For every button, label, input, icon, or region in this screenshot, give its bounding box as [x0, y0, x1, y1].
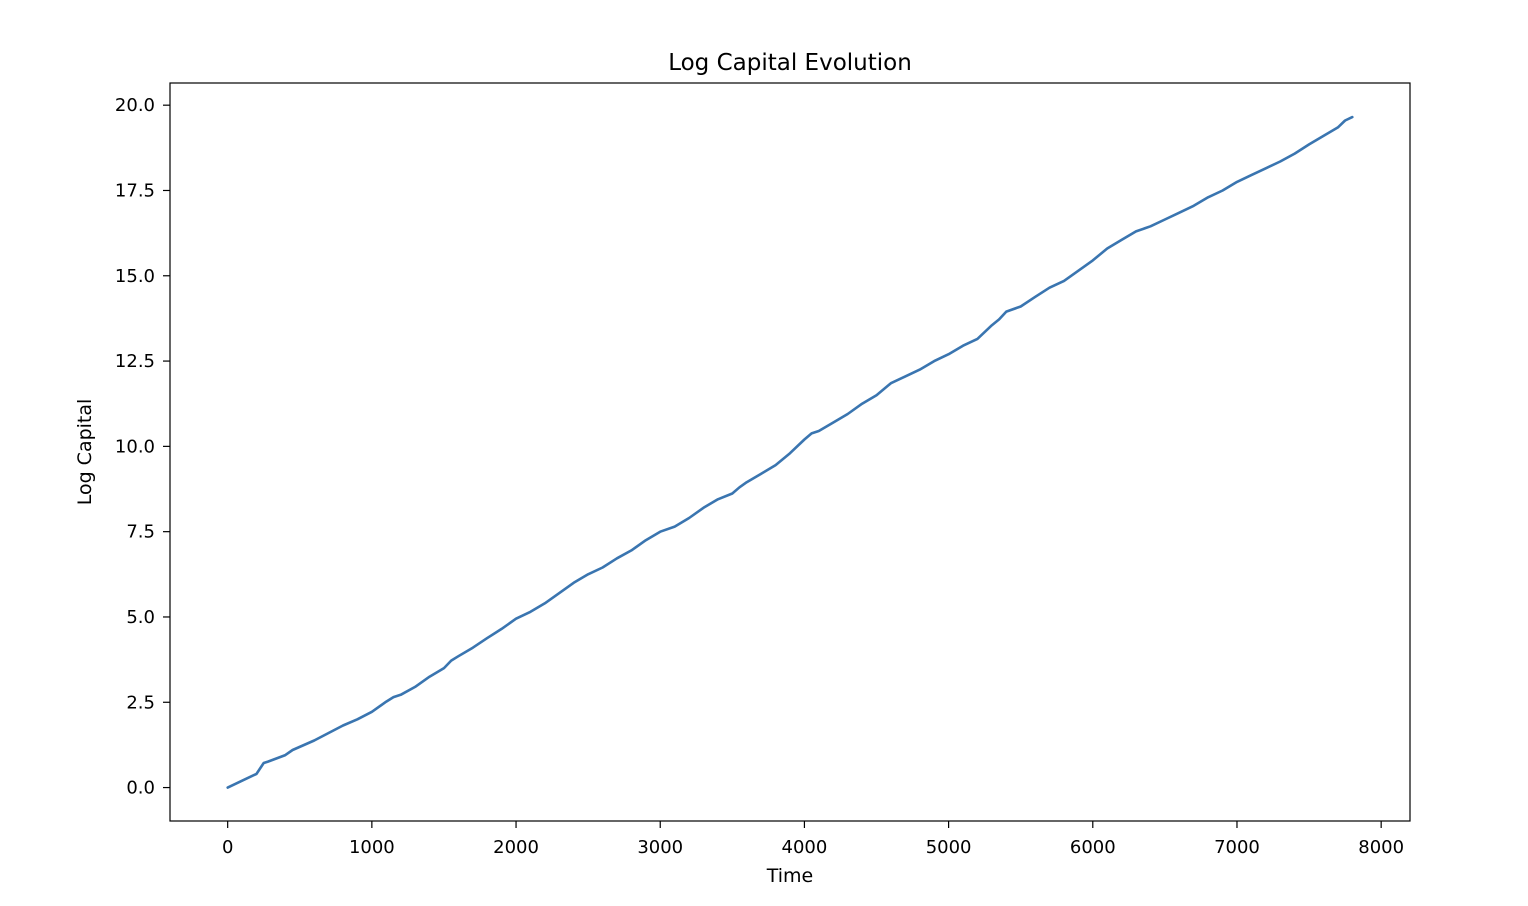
x-axis-label: Time	[766, 865, 814, 887]
x-tick-label: 6000	[1070, 837, 1116, 858]
y-tick-label: 5.0	[126, 607, 155, 628]
x-tick-label: 7000	[1214, 837, 1260, 858]
x-axis: 0 1000 2000 3000 4000 5000 6000 7000 8000	[222, 821, 1404, 858]
y-tick-label: 12.5	[115, 351, 155, 372]
y-axis: 0.0 2.5 5.0 7.5 10.0 12.5 15.0 17.5 20.0	[115, 95, 170, 799]
y-axis-label: Log Capital	[74, 399, 96, 506]
y-tick-label: 20.0	[115, 95, 155, 116]
plot-area	[169, 82, 1411, 822]
y-tick-label: 10.0	[115, 436, 155, 457]
y-tick-label: 17.5	[115, 180, 155, 201]
x-tick-label: 5000	[926, 837, 972, 858]
x-tick-label: 0	[222, 837, 233, 858]
series-line	[226, 115, 1354, 789]
x-tick-label: 8000	[1358, 837, 1404, 858]
x-tick-label: 3000	[637, 837, 683, 858]
y-tick-label: 2.5	[126, 692, 155, 713]
series-layer	[226, 115, 1354, 789]
y-tick-label: 7.5	[126, 522, 155, 543]
y-tick-label: 0.0	[126, 778, 155, 799]
chart-title: Log Capital Evolution	[668, 50, 912, 76]
y-tick-label: 15.0	[115, 266, 155, 287]
x-tick-label: 1000	[349, 837, 395, 858]
x-tick-label: 4000	[782, 837, 828, 858]
x-tick-label: 2000	[493, 837, 539, 858]
